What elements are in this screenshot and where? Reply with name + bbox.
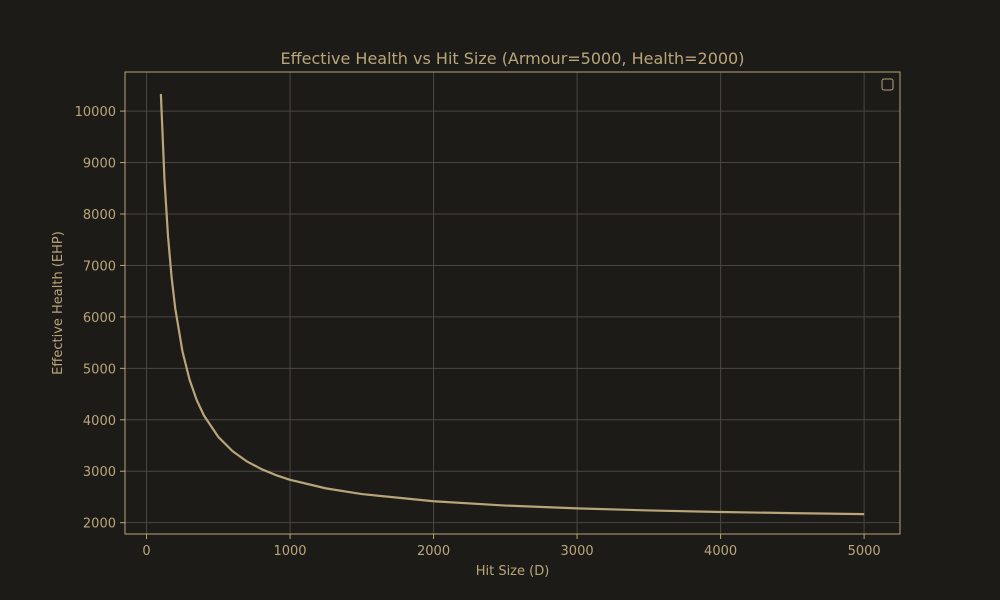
x-axis-label: Hit Size (D) [476,564,550,579]
series-layer [159,93,865,516]
y-tick-label: 9000 [83,157,116,172]
y-tick-label: 8000 [83,208,116,223]
x-tick-label: 3000 [561,544,594,559]
y-tick-label: 4000 [83,414,116,429]
y-tick-label: 10000 [75,105,116,120]
x-tick-label: 0 [142,544,150,559]
plot-frame [124,71,901,535]
y-axis-label: Effective Health (EHP) [51,231,66,375]
y-tick-label: 7000 [83,259,116,274]
series-line [159,93,865,516]
y-axis-ticks: 2000 3000 4000 5000 6000 7000 8000 9000 10000 [75,105,125,532]
plot-area [125,72,900,534]
x-tick-label: 5000 [848,544,881,559]
x-tick-label: 1000 [273,544,306,559]
chart-title: Effective Health vs Hit Size (Armour=500… [281,49,745,68]
x-tick-label: 2000 [417,544,450,559]
y-tick-label: 6000 [83,311,116,326]
x-tick-label: 4000 [704,544,737,559]
y-tick-label: 3000 [83,465,116,480]
y-tick-label: 5000 [83,362,116,377]
x-axis-ticks: 0 1000 2000 3000 4000 5000 [142,534,881,559]
legend-box [881,78,894,91]
grid-lines [125,72,900,534]
y-tick-label: 2000 [83,517,116,532]
